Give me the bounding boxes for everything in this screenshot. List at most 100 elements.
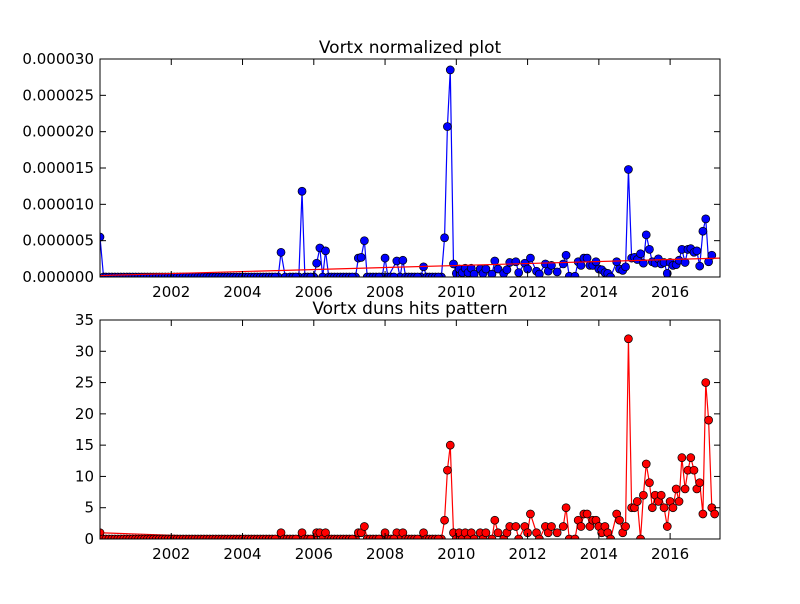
data-point	[443, 122, 452, 131]
data-point	[558, 522, 568, 531]
data-point	[558, 259, 568, 269]
data-point	[440, 515, 449, 525]
x-tick-label: 2002	[152, 283, 190, 301]
data-point	[636, 249, 645, 259]
data-point	[710, 509, 720, 519]
data-point	[360, 236, 369, 246]
x-tick-label: 2016	[651, 545, 689, 563]
data-point	[440, 233, 449, 243]
y-tick-label: 20	[75, 405, 94, 423]
y-tick-label: 0.000005	[22, 232, 94, 250]
data-point	[347, 534, 357, 539]
data-point	[398, 255, 408, 265]
x-tick-label: 2004	[223, 545, 261, 563]
data-point	[534, 269, 544, 277]
data-point	[380, 253, 390, 263]
y-tick-label: 0.000030	[22, 50, 94, 68]
data-point	[434, 534, 443, 539]
data-point	[347, 272, 357, 277]
data-point	[511, 257, 521, 267]
data-point	[511, 522, 521, 531]
data-point	[276, 247, 286, 257]
data-point	[701, 214, 711, 224]
data-point	[389, 272, 399, 277]
data-point	[668, 503, 678, 513]
chart-2: Vortx duns hits pattern 2002 2004 2006 2008 2…	[75, 299, 721, 563]
data-point	[270, 272, 280, 277]
y-tick-label: 35	[75, 311, 94, 329]
data-point	[374, 534, 384, 539]
data-point	[671, 484, 681, 494]
x-tick-label: 2008	[366, 283, 404, 301]
x-tick-label: 2014	[580, 283, 618, 301]
y-tick-label: 15	[75, 436, 94, 454]
data-point	[360, 522, 369, 531]
chart-title: Vortx duns hits pattern	[312, 299, 507, 319]
y-tick-label: 0.000000	[22, 268, 94, 286]
data-point	[493, 264, 503, 274]
y-tick-label: 0	[84, 530, 94, 548]
y-tick-label: 0.000015	[22, 159, 94, 177]
data-point	[632, 497, 642, 506]
data-point	[570, 271, 580, 277]
x-tick-label: 2012	[508, 283, 546, 301]
data-point	[321, 246, 330, 256]
data-point	[306, 534, 316, 539]
data-point	[270, 534, 280, 539]
data-point	[612, 257, 622, 267]
data-point	[487, 269, 497, 277]
data-point	[701, 378, 711, 387]
chart-1: Vortx normalized plot 2002 2004 2006 2008 201…	[22, 38, 721, 301]
data-point	[490, 515, 500, 525]
x-tick-label: 2004	[223, 283, 261, 301]
data-point	[615, 515, 624, 525]
x-tick-label: 2006	[295, 545, 333, 563]
data-point	[493, 528, 503, 538]
x-tick-label: 2008	[366, 545, 404, 563]
data-point	[645, 478, 654, 488]
x-tick-label: 2010	[437, 545, 475, 563]
x-tick-label: 2016	[651, 283, 689, 301]
data-point	[606, 272, 615, 277]
x-tick-label: 2014	[580, 545, 618, 563]
data-point	[656, 490, 666, 500]
data-point	[526, 509, 535, 519]
data-point	[624, 334, 633, 344]
data-point	[306, 272, 316, 277]
x-tick-label: 2002	[152, 545, 190, 563]
data-point	[677, 453, 687, 463]
data-point	[469, 269, 479, 277]
x-tick-label: 2012	[508, 545, 546, 563]
data-point	[686, 453, 696, 463]
data-point	[297, 186, 307, 196]
data-point	[291, 534, 301, 539]
data-point	[680, 258, 690, 267]
y-tick-label: 5	[84, 499, 94, 517]
y-tick-label: 0.000010	[22, 195, 94, 213]
chart-title: Vortx normalized plot	[319, 38, 502, 58]
data-point	[502, 265, 512, 275]
data-point	[445, 440, 455, 450]
data-point	[695, 261, 705, 271]
data-point	[100, 232, 105, 242]
data-point	[606, 534, 615, 539]
x-tick-label: 2010	[437, 283, 475, 301]
data-point	[624, 165, 633, 174]
data-point	[704, 415, 713, 425]
data-point	[647, 503, 657, 513]
data-point	[514, 268, 524, 277]
data-point	[291, 272, 301, 277]
data-point	[689, 465, 699, 475]
x-tick-label: 2006	[295, 283, 333, 301]
plot-area	[100, 65, 720, 277]
data-point	[534, 534, 544, 539]
data-point	[552, 528, 562, 538]
data-point	[692, 246, 702, 256]
data-point	[526, 253, 535, 263]
data-point	[639, 490, 648, 500]
data-point	[434, 272, 443, 277]
axes-frame	[99, 319, 721, 540]
data-point	[443, 465, 452, 475]
